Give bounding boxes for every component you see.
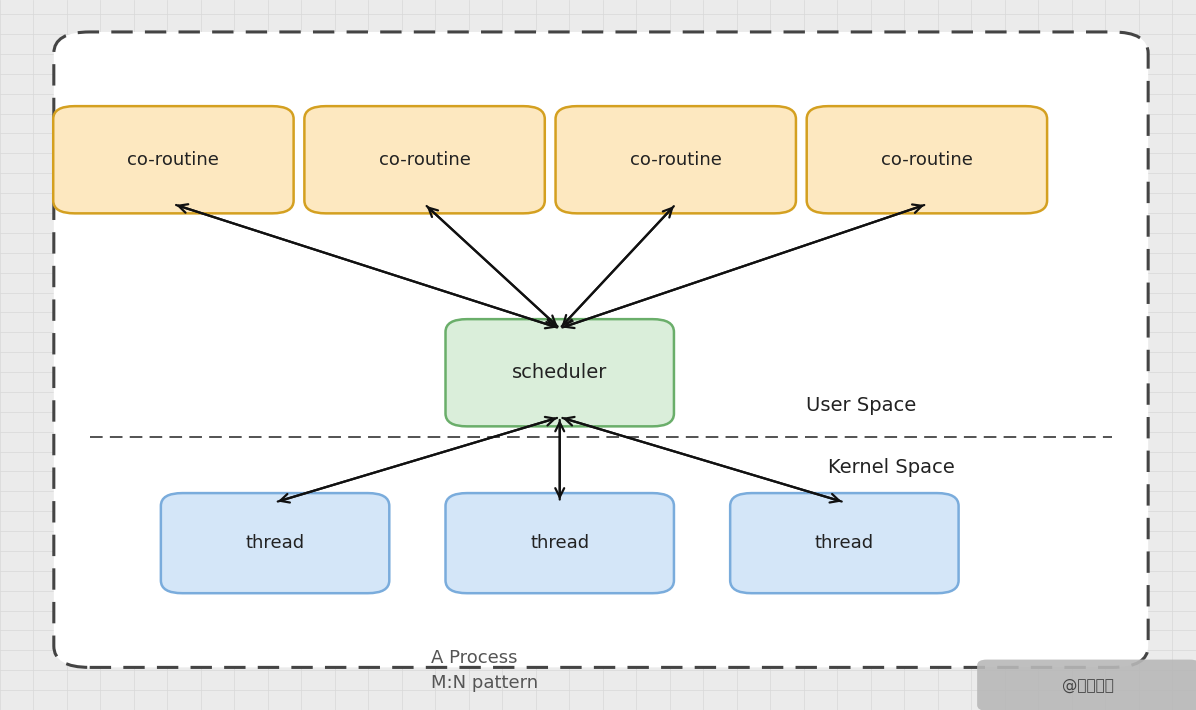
FancyBboxPatch shape [304, 106, 544, 213]
Text: scheduler: scheduler [512, 364, 608, 382]
FancyBboxPatch shape [977, 660, 1196, 710]
FancyBboxPatch shape [806, 106, 1048, 213]
Text: co-routine: co-routine [881, 151, 972, 169]
Text: co-routine: co-routine [128, 151, 219, 169]
Text: @拉勾教育: @拉勾教育 [1062, 677, 1115, 693]
FancyBboxPatch shape [53, 106, 294, 213]
FancyBboxPatch shape [445, 319, 675, 426]
FancyBboxPatch shape [555, 106, 797, 213]
Text: thread: thread [530, 534, 590, 552]
Text: User Space: User Space [806, 396, 916, 415]
FancyBboxPatch shape [445, 493, 675, 594]
Text: thread: thread [245, 534, 305, 552]
FancyBboxPatch shape [161, 493, 390, 594]
Text: thread: thread [814, 534, 874, 552]
FancyBboxPatch shape [730, 493, 958, 594]
FancyBboxPatch shape [54, 32, 1148, 667]
Text: Kernel Space: Kernel Space [828, 458, 954, 477]
Text: co-routine: co-routine [379, 151, 470, 169]
Text: co-routine: co-routine [630, 151, 721, 169]
Text: A Process
M:N pattern: A Process M:N pattern [431, 650, 538, 692]
